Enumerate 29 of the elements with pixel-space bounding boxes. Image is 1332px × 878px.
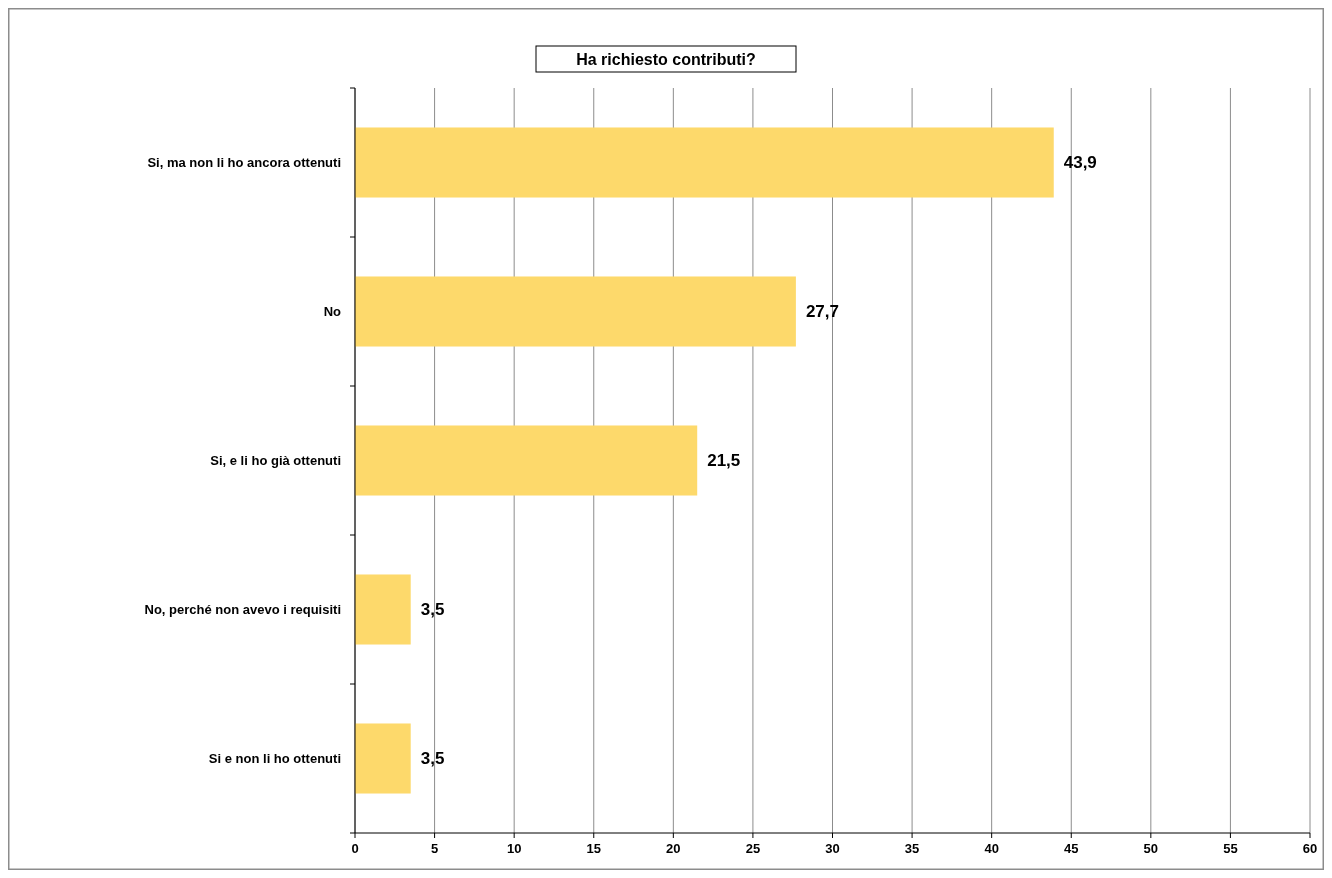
- x-tick-label: 10: [506, 841, 522, 856]
- x-tick-label: 50: [1143, 841, 1159, 856]
- bar: [355, 425, 698, 496]
- y-tick-label: Si, e li ho già ottenuti: [210, 453, 341, 469]
- x-tick-label: 40: [984, 841, 999, 856]
- bar: [355, 574, 411, 645]
- data-label: 43,9: [1063, 153, 1097, 173]
- x-tick-label: 5: [430, 841, 439, 856]
- y-tick-label: Si e non li ho ottenuti: [208, 751, 341, 767]
- x-tick-label: 30: [825, 841, 840, 856]
- chart-title: Ha richiesto contributi?: [576, 51, 756, 68]
- y-tick-label: No: [323, 304, 342, 320]
- x-tick-label: 55: [1223, 841, 1238, 856]
- x-tick-label: 35: [904, 841, 920, 856]
- y-tick-label: No, perché non avevo i requisiti: [144, 602, 341, 618]
- data-label: 21,5: [707, 451, 741, 471]
- x-tick-label: 15: [586, 841, 601, 856]
- data-label: 3,5: [420, 600, 445, 620]
- bar: [355, 127, 1054, 198]
- x-tick-label: 45: [1064, 841, 1079, 856]
- x-tick-label: 0: [351, 841, 359, 856]
- x-tick-label: 25: [745, 841, 761, 856]
- x-tick-label: 20: [666, 841, 681, 856]
- y-tick-label: Si, ma non li ho ancora ottenuti: [147, 155, 341, 171]
- x-tick-label: 60: [1302, 841, 1318, 856]
- data-label: 3,5: [420, 749, 445, 769]
- data-label: 27,7: [805, 302, 839, 322]
- bar: [355, 723, 411, 794]
- bar: [355, 276, 796, 347]
